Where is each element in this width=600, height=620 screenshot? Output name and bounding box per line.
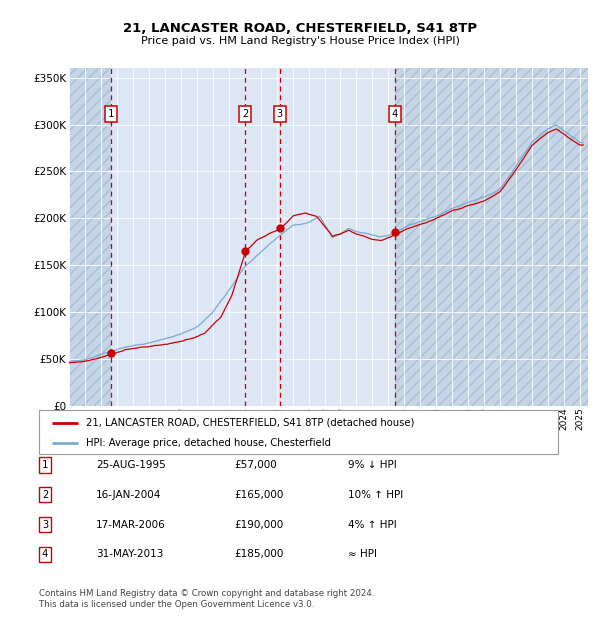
Text: 9% ↓ HPI: 9% ↓ HPI — [348, 460, 397, 470]
Text: 2: 2 — [42, 490, 48, 500]
Bar — [111, 68, 395, 406]
Text: 17-MAR-2006: 17-MAR-2006 — [96, 520, 166, 529]
Text: 16-JAN-2004: 16-JAN-2004 — [96, 490, 161, 500]
Text: 25-AUG-1995: 25-AUG-1995 — [96, 460, 166, 470]
Text: HPI: Average price, detached house, Chesterfield: HPI: Average price, detached house, Ches… — [86, 438, 331, 448]
Text: 31-MAY-2013: 31-MAY-2013 — [96, 549, 163, 559]
Text: 3: 3 — [277, 109, 283, 119]
Text: 10% ↑ HPI: 10% ↑ HPI — [348, 490, 403, 500]
Bar — [69, 68, 111, 406]
Text: 3: 3 — [42, 520, 48, 529]
Bar — [395, 68, 588, 406]
Text: 1: 1 — [108, 109, 115, 119]
Text: 21, LANCASTER ROAD, CHESTERFIELD, S41 8TP: 21, LANCASTER ROAD, CHESTERFIELD, S41 8T… — [123, 22, 477, 35]
Text: £165,000: £165,000 — [234, 490, 283, 500]
Text: £57,000: £57,000 — [234, 460, 277, 470]
Text: ≈ HPI: ≈ HPI — [348, 549, 377, 559]
Text: 4% ↑ HPI: 4% ↑ HPI — [348, 520, 397, 529]
Text: 4: 4 — [392, 109, 398, 119]
Text: £185,000: £185,000 — [234, 549, 283, 559]
Text: 21, LANCASTER ROAD, CHESTERFIELD, S41 8TP (detached house): 21, LANCASTER ROAD, CHESTERFIELD, S41 8T… — [86, 418, 414, 428]
Text: £190,000: £190,000 — [234, 520, 283, 529]
Text: 4: 4 — [42, 549, 48, 559]
Text: 1: 1 — [42, 460, 48, 470]
Text: Contains HM Land Registry data © Crown copyright and database right 2024.
This d: Contains HM Land Registry data © Crown c… — [39, 590, 374, 609]
Text: Price paid vs. HM Land Registry's House Price Index (HPI): Price paid vs. HM Land Registry's House … — [140, 36, 460, 46]
Text: 2: 2 — [242, 109, 248, 119]
